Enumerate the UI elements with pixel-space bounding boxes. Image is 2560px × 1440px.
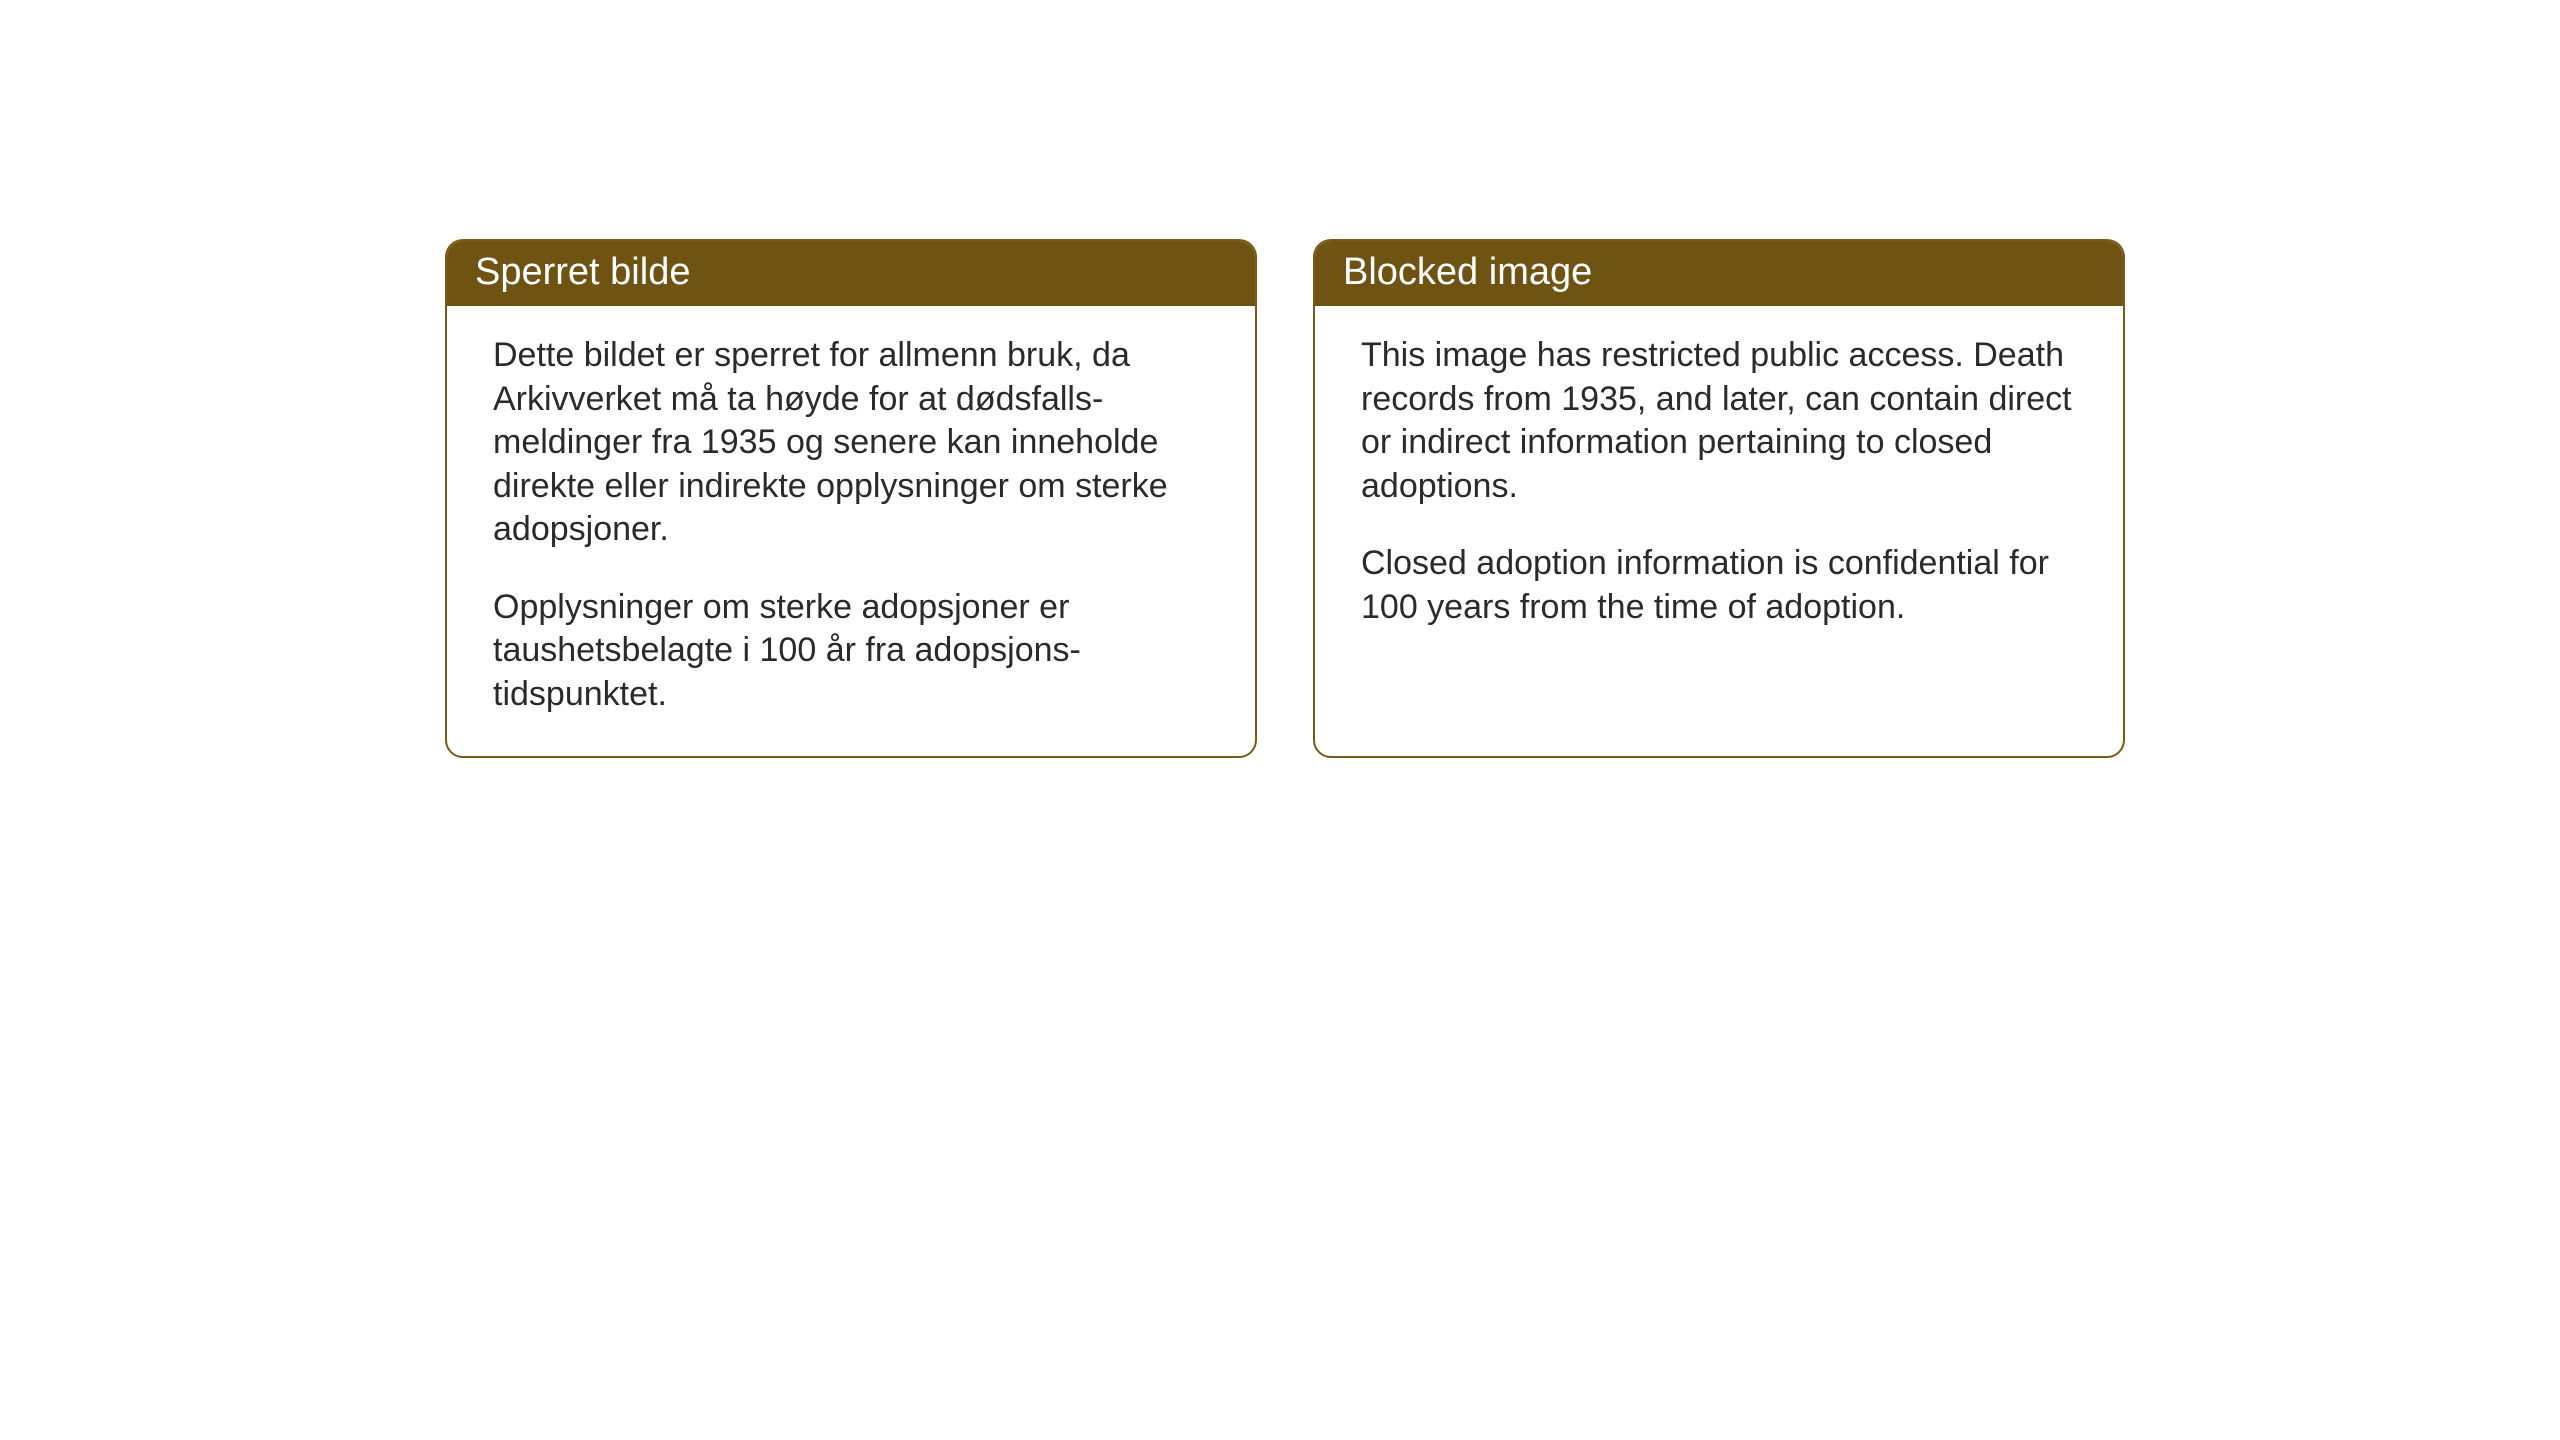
- notice-card-norwegian: Sperret bilde Dette bildet er sperret fo…: [445, 239, 1257, 758]
- card-header: Sperret bilde: [447, 241, 1255, 306]
- card-title: Sperret bilde: [475, 251, 690, 293]
- card-paragraph: Opplysninger om sterke adopsjoner er tau…: [493, 586, 1209, 717]
- card-body: Dette bildet er sperret for allmenn bruk…: [447, 306, 1255, 756]
- card-paragraph: Dette bildet er sperret for allmenn bruk…: [493, 334, 1209, 552]
- notice-cards-container: Sperret bilde Dette bildet er sperret fo…: [445, 239, 2125, 758]
- card-body: This image has restricted public access.…: [1315, 306, 2123, 748]
- card-paragraph: This image has restricted public access.…: [1361, 334, 2077, 508]
- card-paragraph: Closed adoption information is confident…: [1361, 542, 2077, 629]
- card-title: Blocked image: [1343, 251, 1592, 293]
- card-header: Blocked image: [1315, 241, 2123, 306]
- notice-card-english: Blocked image This image has restricted …: [1313, 239, 2125, 758]
